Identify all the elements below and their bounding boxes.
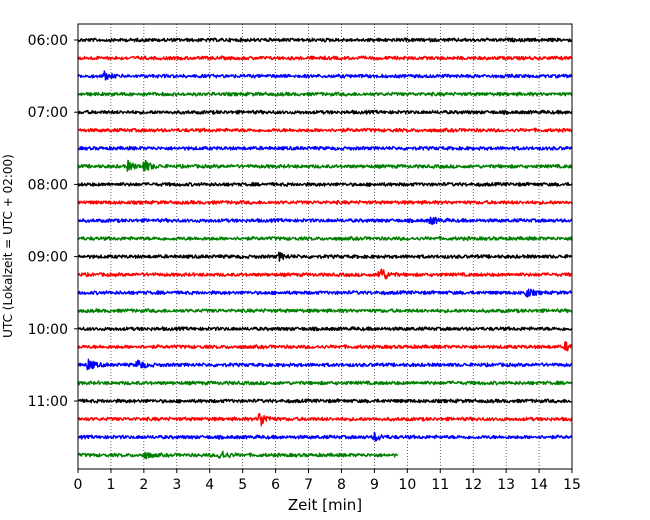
trace-0800 [77, 181, 573, 188]
x-tick-label: 11 [431, 477, 449, 493]
y-tick-label: 08:00 [28, 177, 68, 193]
x-tick-label: 12 [464, 477, 482, 493]
plot-frame [77, 23, 573, 470]
vertical-grid [110, 24, 540, 469]
y-tick-label: 10:00 [28, 322, 68, 338]
y-tick-label: 06:00 [28, 33, 68, 49]
trace-0915 [77, 268, 573, 280]
x-axis-title: Zeit [min] [288, 496, 362, 514]
x-tick-label: 14 [530, 477, 548, 493]
y-tick-label: 11:00 [28, 394, 68, 410]
y-tick-label: 09:00 [28, 250, 68, 266]
x-tick-label: 9 [370, 477, 379, 493]
x-axis-ticks: 0 1 2 3 4 5 6 7 8 9 10 11 12 13 14 15 [74, 469, 581, 493]
trace-1030 [77, 358, 573, 371]
x-tick-label: 10 [398, 477, 416, 493]
trace-0945 [77, 308, 573, 314]
plot-area [78, 24, 572, 469]
x-tick-label: 13 [497, 477, 515, 493]
trace-0615 [77, 55, 573, 61]
y-axis-ticks: 06:00 07:00 08:00 09:00 10:00 11:00 [28, 33, 78, 410]
trace-0730 [77, 145, 573, 151]
trace-0900 [77, 251, 573, 262]
x-tick-label: 3 [172, 477, 181, 493]
x-tick-label: 0 [74, 477, 83, 493]
trace-0830 [77, 216, 573, 225]
y-tick-label: 07:00 [28, 105, 68, 121]
trace-0745 [77, 159, 573, 172]
x-tick-label: 4 [205, 477, 214, 493]
x-tick-label: 2 [139, 477, 148, 493]
x-tick-label: 1 [106, 477, 115, 493]
trace-1130 [77, 431, 573, 442]
trace-1115 [77, 412, 573, 427]
trace-0645 [77, 91, 573, 97]
y-axis-title: UTC (Lokalzeit = UTC + 02:00) [1, 154, 15, 338]
trace-1045 [77, 380, 573, 386]
trace-1000 [77, 326, 573, 332]
x-tick-label: 6 [271, 477, 280, 493]
trace-0600 [77, 37, 573, 43]
x-tick-label: 15 [563, 477, 581, 493]
x-tick-label: 7 [304, 477, 313, 493]
trace-1015 [77, 340, 573, 352]
trace-1145 [77, 450, 399, 460]
seismic-traces [77, 37, 573, 460]
trace-0630 [77, 70, 573, 81]
trace-0845 [77, 235, 573, 242]
trace-0930 [77, 288, 573, 298]
x-tick-label: 5 [238, 477, 247, 493]
trace-0815 [77, 199, 573, 206]
x-tick-label: 8 [337, 477, 346, 493]
trace-0700 [77, 109, 573, 115]
trace-1100 [77, 398, 573, 404]
trace-0715 [77, 127, 573, 133]
